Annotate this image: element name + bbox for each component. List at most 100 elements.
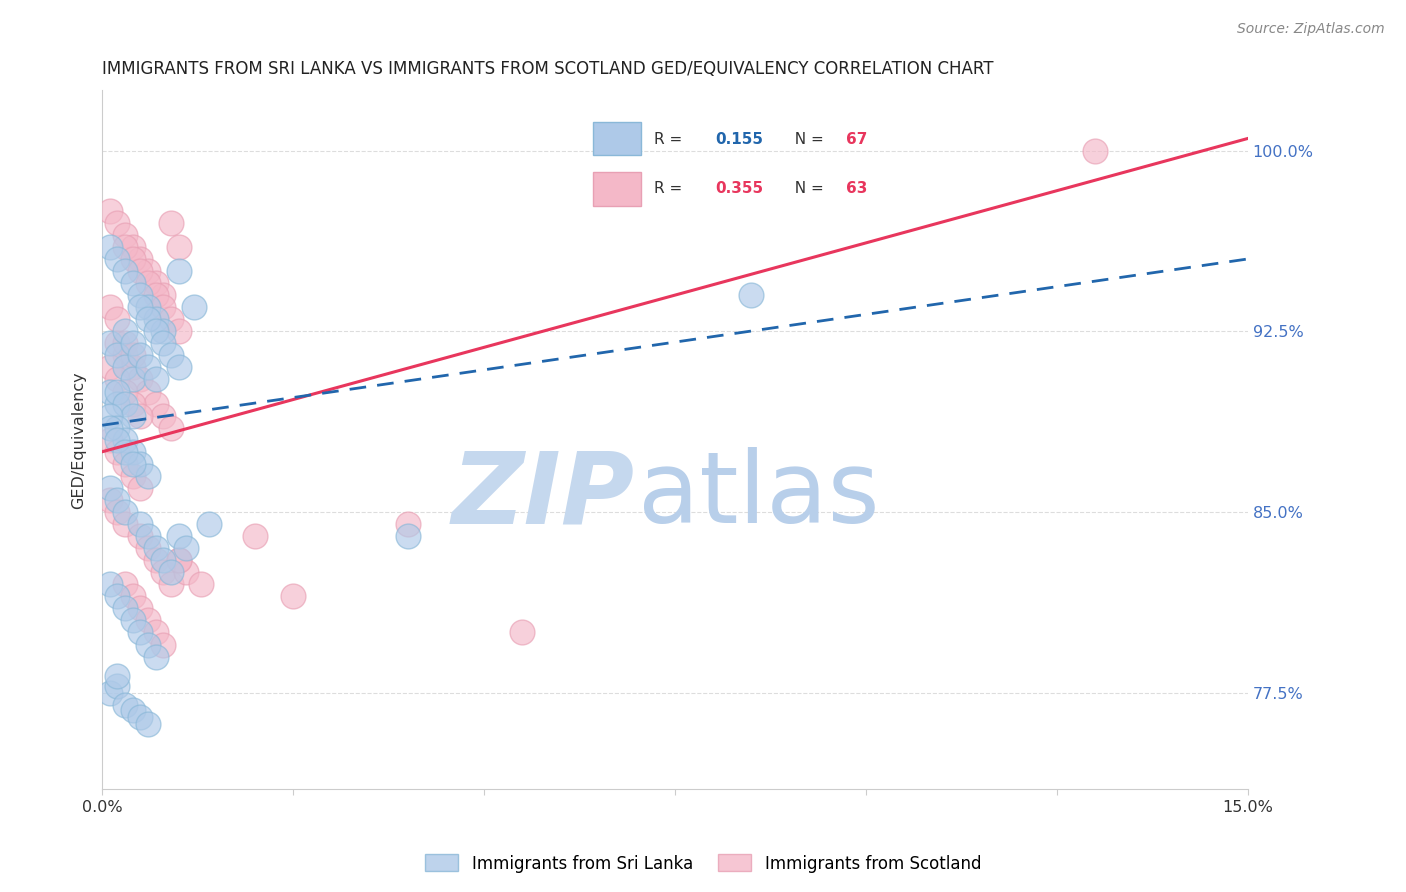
Point xyxy=(136,638,159,652)
Point xyxy=(167,529,190,543)
Point xyxy=(145,288,167,302)
Point xyxy=(114,433,136,447)
Point xyxy=(121,457,143,471)
Point xyxy=(167,240,190,254)
Point xyxy=(152,553,174,567)
Point xyxy=(152,300,174,314)
Point xyxy=(121,240,143,254)
Point xyxy=(129,300,152,314)
Point xyxy=(107,252,129,266)
Point xyxy=(145,276,167,290)
Point xyxy=(114,517,136,532)
Point xyxy=(121,276,143,290)
Point xyxy=(107,505,129,519)
Point xyxy=(136,529,159,543)
Point xyxy=(160,348,183,362)
Legend: Immigrants from Sri Lanka, Immigrants from Scotland: Immigrants from Sri Lanka, Immigrants fr… xyxy=(419,847,987,880)
Point xyxy=(129,601,152,615)
Point xyxy=(121,590,143,604)
Point xyxy=(121,409,143,423)
Point xyxy=(107,336,129,351)
Point xyxy=(107,396,129,410)
Point xyxy=(129,517,152,532)
Point xyxy=(107,348,129,362)
Point xyxy=(167,553,190,567)
Point xyxy=(121,468,143,483)
Point xyxy=(1084,144,1107,158)
Point xyxy=(114,577,136,591)
Point xyxy=(107,433,129,447)
Point xyxy=(129,348,152,362)
Point xyxy=(145,396,167,410)
Point xyxy=(107,372,129,386)
Point xyxy=(114,264,136,278)
Point xyxy=(396,529,419,543)
Point xyxy=(129,457,152,471)
Point xyxy=(121,360,143,375)
Point xyxy=(152,409,174,423)
Point xyxy=(136,384,159,399)
Point xyxy=(114,601,136,615)
Point xyxy=(136,300,159,314)
Point xyxy=(98,360,121,375)
Point xyxy=(136,360,159,375)
Point xyxy=(152,324,174,338)
Point xyxy=(740,288,762,302)
Point xyxy=(107,384,129,399)
Point xyxy=(152,638,174,652)
Point xyxy=(114,336,136,351)
Point xyxy=(510,625,533,640)
Point xyxy=(174,566,197,580)
Point xyxy=(145,312,167,326)
Point xyxy=(98,420,121,434)
Point xyxy=(190,577,212,591)
Point xyxy=(129,481,152,495)
Point xyxy=(107,679,129,693)
Point xyxy=(174,541,197,556)
Point xyxy=(145,553,167,567)
Point xyxy=(107,216,129,230)
Point xyxy=(121,396,143,410)
Point xyxy=(167,264,190,278)
Point xyxy=(152,288,174,302)
Point xyxy=(160,420,183,434)
Point xyxy=(114,444,136,458)
Point xyxy=(114,457,136,471)
Text: atlas: atlas xyxy=(638,447,880,544)
Point xyxy=(114,240,136,254)
Point xyxy=(136,276,159,290)
Point xyxy=(114,698,136,712)
Text: IMMIGRANTS FROM SRI LANKA VS IMMIGRANTS FROM SCOTLAND GED/EQUIVALENCY CORRELATIO: IMMIGRANTS FROM SRI LANKA VS IMMIGRANTS … xyxy=(103,60,994,78)
Point xyxy=(98,481,121,495)
Point xyxy=(243,529,266,543)
Point xyxy=(396,517,419,532)
Point xyxy=(129,529,152,543)
Point xyxy=(98,336,121,351)
Text: ZIP: ZIP xyxy=(451,447,636,544)
Point xyxy=(129,710,152,724)
Point xyxy=(107,312,129,326)
Point xyxy=(167,360,190,375)
Point xyxy=(136,717,159,731)
Point xyxy=(98,433,121,447)
Point xyxy=(129,252,152,266)
Point xyxy=(129,288,152,302)
Point xyxy=(121,336,143,351)
Point xyxy=(121,348,143,362)
Point xyxy=(98,577,121,591)
Point xyxy=(160,577,183,591)
Point xyxy=(136,264,159,278)
Point xyxy=(167,553,190,567)
Point xyxy=(98,492,121,507)
Y-axis label: GED/Equivalency: GED/Equivalency xyxy=(72,371,86,508)
Point xyxy=(145,649,167,664)
Point xyxy=(114,348,136,362)
Point xyxy=(167,324,190,338)
Point xyxy=(114,324,136,338)
Point xyxy=(136,614,159,628)
Point xyxy=(121,372,143,386)
Point xyxy=(136,468,159,483)
Text: Source: ZipAtlas.com: Source: ZipAtlas.com xyxy=(1237,22,1385,37)
Point xyxy=(98,203,121,218)
Point xyxy=(121,703,143,717)
